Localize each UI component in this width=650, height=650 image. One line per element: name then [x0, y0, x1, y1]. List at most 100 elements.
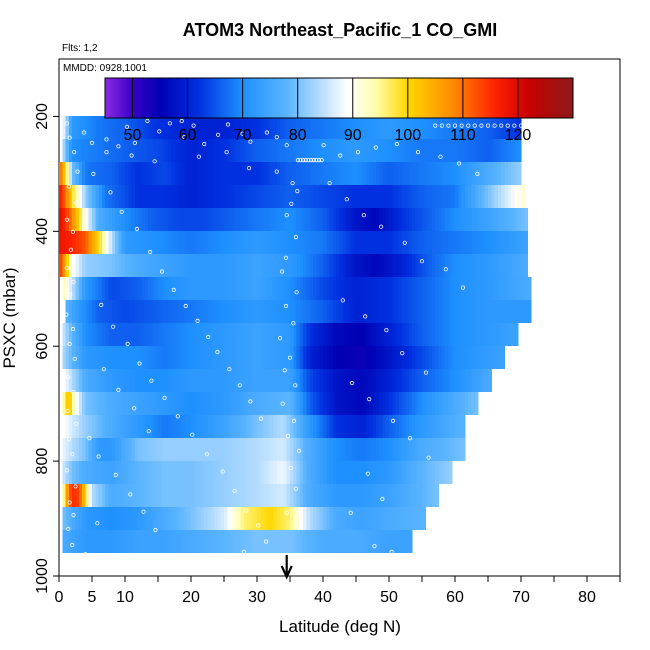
heatmap-cell	[276, 346, 281, 369]
heatmap-cell	[455, 231, 459, 254]
heatmap-cell	[448, 346, 453, 369]
heatmap-cell	[184, 116, 189, 139]
heatmap-cell	[214, 254, 218, 277]
heatmap-cell	[243, 392, 248, 415]
heatmap-cell	[481, 231, 486, 254]
heatmap-cell	[171, 116, 176, 139]
heatmap-cell	[270, 438, 275, 461]
heatmap-cell	[167, 530, 172, 553]
heatmap-cell	[412, 162, 416, 185]
heatmap-cell	[342, 323, 347, 346]
heatmap-cell	[451, 323, 456, 346]
heatmap-cell	[283, 208, 288, 231]
heatmap-cell	[313, 254, 317, 277]
heatmap-cell	[504, 208, 509, 231]
heatmap-cell	[108, 116, 113, 139]
heatmap-cell	[349, 300, 354, 323]
heatmap-cell	[247, 254, 251, 277]
heatmap-cell	[59, 231, 63, 254]
heatmap-cell	[422, 438, 426, 461]
heatmap-cell	[181, 208, 185, 231]
heatmap-cell	[497, 116, 502, 139]
heatmap-cell	[230, 254, 235, 277]
heatmap-cell	[273, 438, 278, 461]
heatmap-cell	[290, 116, 294, 139]
flights-label: Flts: 1,2	[62, 43, 98, 54]
heatmap-cell	[517, 185, 522, 208]
sample-marker	[443, 267, 448, 272]
heatmap-cell	[220, 231, 225, 254]
heatmap-cell	[62, 116, 67, 139]
heatmap-cell	[491, 300, 496, 323]
heatmap-cell	[375, 277, 380, 300]
heatmap-cell	[303, 346, 308, 369]
heatmap-cell	[471, 116, 476, 139]
heatmap-cell	[138, 507, 143, 530]
heatmap-cell	[101, 162, 106, 185]
heatmap-cell	[220, 461, 225, 484]
heatmap-cell	[293, 461, 298, 484]
heatmap-cell	[313, 208, 317, 231]
heatmap-cell	[316, 185, 321, 208]
heatmap-cell	[398, 254, 403, 277]
heatmap-cell	[220, 484, 225, 507]
heatmap-cell	[359, 277, 364, 300]
heatmap-cell	[101, 277, 106, 300]
heatmap-cell	[270, 461, 275, 484]
heatmap-cell	[92, 323, 96, 346]
heatmap-cell	[105, 415, 110, 438]
heatmap-cell	[474, 162, 479, 185]
sample-marker	[446, 123, 451, 128]
heatmap-cell	[200, 139, 205, 162]
heatmap-cell	[158, 162, 162, 185]
heatmap-cell	[95, 323, 100, 346]
heatmap-cell	[458, 415, 463, 438]
heatmap-cell	[280, 300, 284, 323]
x-tick-label: 60	[446, 589, 464, 606]
heatmap-cell	[171, 323, 176, 346]
heatmap-cell	[181, 392, 185, 415]
heatmap-cell	[362, 461, 367, 484]
heatmap-cell	[415, 277, 420, 300]
sample-marker	[316, 158, 322, 163]
heatmap-cell	[369, 162, 374, 185]
heatmap-cell	[138, 208, 143, 231]
heatmap-cell	[85, 346, 90, 369]
heatmap-cell	[78, 139, 83, 162]
heatmap-cell	[260, 231, 265, 254]
heatmap-cell	[217, 461, 222, 484]
heatmap-cell	[296, 530, 301, 553]
heatmap-cell	[412, 323, 416, 346]
heatmap-cell	[131, 162, 136, 185]
heatmap-cell	[481, 323, 486, 346]
heatmap-cell	[88, 139, 93, 162]
heatmap-cell	[412, 484, 416, 507]
heatmap-cell	[356, 185, 360, 208]
heatmap-cell	[227, 208, 232, 231]
heatmap-cell	[134, 346, 139, 369]
heatmap-cell	[253, 507, 258, 530]
heatmap-cell	[191, 530, 195, 553]
heatmap-cell	[422, 369, 426, 392]
colorbar-tick-label: 110	[450, 127, 476, 144]
heatmap-cell	[464, 392, 469, 415]
heatmap-cell	[85, 231, 90, 254]
heatmap-cell	[187, 277, 192, 300]
heatmap-cell	[111, 461, 116, 484]
sample-marker	[108, 190, 113, 195]
heatmap-cell	[250, 507, 255, 530]
heatmap-cell	[286, 530, 291, 553]
heatmap-cell	[346, 162, 350, 185]
heatmap-cell	[441, 323, 446, 346]
heatmap-cell	[177, 346, 182, 369]
heatmap-cell	[105, 231, 110, 254]
heatmap-cell	[263, 139, 268, 162]
heatmap-cell	[527, 277, 532, 300]
heatmap-cell	[164, 461, 169, 484]
heatmap-cell	[359, 461, 364, 484]
heatmap-cell	[332, 116, 337, 139]
heatmap-cell	[339, 185, 344, 208]
heatmap-cell	[111, 162, 116, 185]
heatmap-cell	[154, 484, 159, 507]
heatmap-cell	[59, 208, 63, 231]
